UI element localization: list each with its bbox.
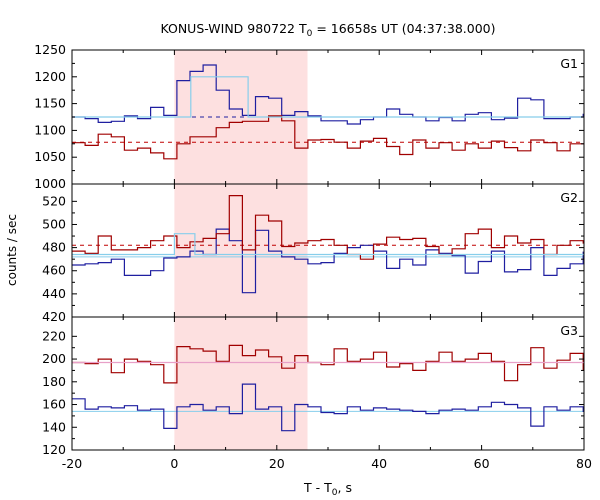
- x-tick-label: 20: [269, 456, 285, 471]
- y-tick-label: 1150: [34, 96, 66, 111]
- x-tick-label: -20: [62, 456, 82, 471]
- series-dark-blue: [72, 64, 584, 125]
- x-axis-label: T - T0, s: [303, 480, 352, 498]
- y-tick-label: 120: [42, 442, 66, 457]
- panel-g2: 420 440 460 480 500 520 G2: [42, 183, 585, 324]
- y-tick-label: 440: [42, 286, 66, 301]
- y-tick-label: 420: [42, 309, 66, 324]
- y-tick-label: 520: [42, 193, 66, 208]
- series-light-blue: [72, 76, 584, 118]
- x-tick-label: 40: [371, 456, 387, 471]
- series-group: [72, 64, 584, 160]
- y-tick-label: 200: [42, 351, 66, 366]
- series-dark-blue: [72, 228, 584, 294]
- y-tick-label: 180: [42, 374, 66, 389]
- y-tick-label: 160: [42, 397, 66, 412]
- series-dark-red: [72, 115, 584, 160]
- y-axis-label: counts / sec: [5, 214, 19, 286]
- y-tick-label: 1250: [34, 42, 66, 57]
- chart-title: KONUS-WIND 980722 T0 = 16658s UT (04:37:…: [160, 21, 495, 39]
- panel-g3: 120 140 160 180 200 220 G3: [42, 316, 585, 457]
- panel-frame: [71, 316, 585, 451]
- series-dark-blue: [72, 383, 584, 432]
- y-tick-label: 480: [42, 240, 66, 255]
- panel-label: G1: [560, 56, 578, 71]
- panel-g1: 1000 1050 1100 1150 1200 1250 G1: [34, 42, 585, 191]
- series-group: [72, 344, 584, 432]
- highlight-region: [174, 317, 308, 450]
- y-tick-label: 1100: [34, 122, 66, 137]
- series-dark-red: [72, 195, 584, 260]
- x-tick-label: 60: [474, 456, 490, 471]
- y-tick-label: 460: [42, 263, 66, 278]
- y-tick-label: 140: [42, 419, 66, 434]
- series-dark-red: [72, 344, 584, 384]
- series-group: [72, 195, 584, 294]
- panel-label: G3: [560, 323, 578, 338]
- y-tick-label: 1050: [34, 149, 66, 164]
- panel-frame: [71, 183, 585, 318]
- y-tick-label: 1200: [34, 69, 66, 84]
- x-tick-label: 0: [170, 456, 178, 471]
- panel-label: G2: [560, 190, 578, 205]
- x-tick-label: 80: [576, 456, 592, 471]
- panels-layer: 100010501100115012001250G142044046048050…: [34, 42, 592, 471]
- series-light-blue: [72, 233, 584, 256]
- y-tick-label: 500: [42, 216, 66, 231]
- y-tick-label: 1000: [34, 176, 66, 191]
- y-tick-label: 220: [42, 328, 66, 343]
